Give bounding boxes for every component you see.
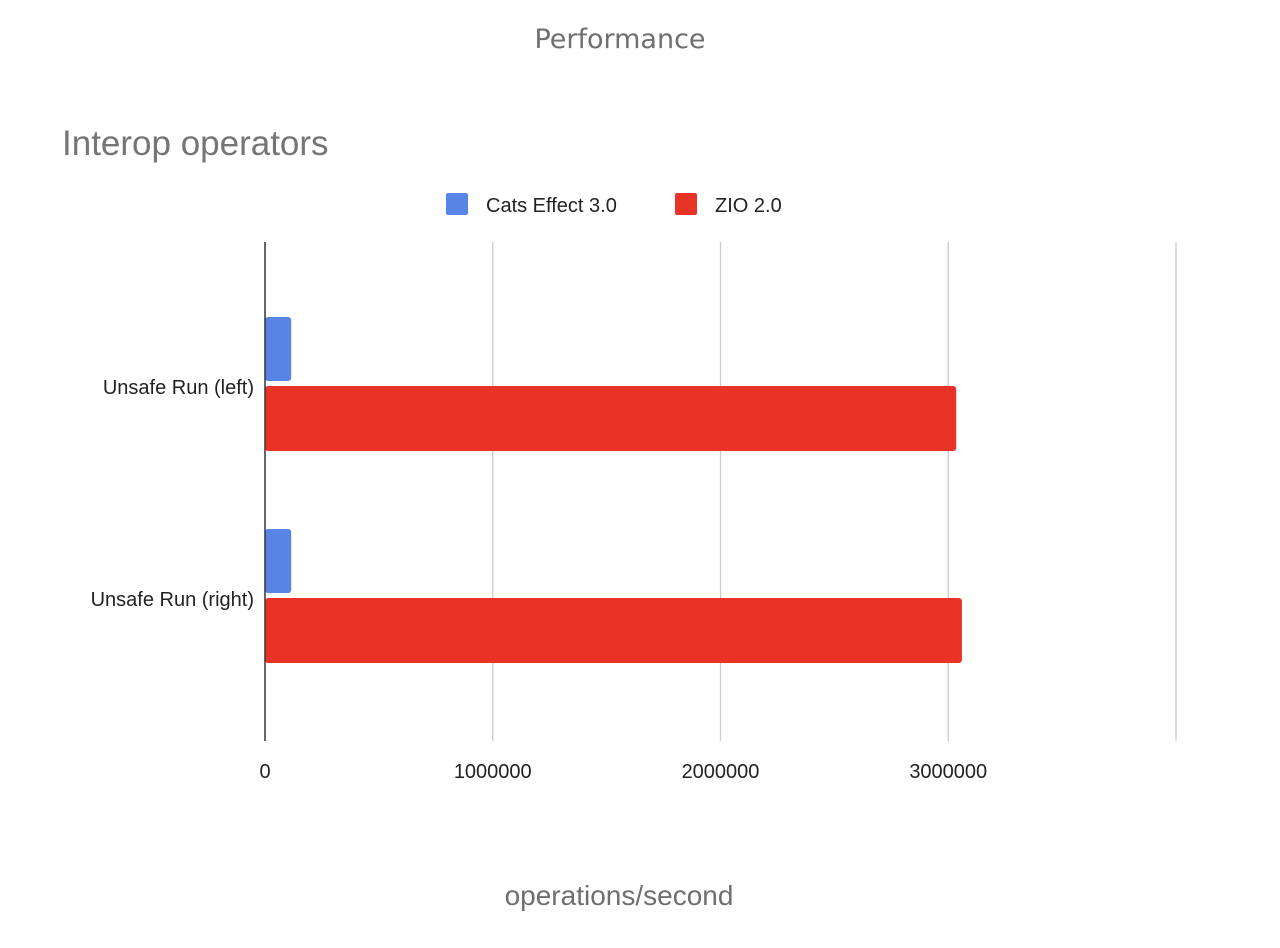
- x-axis-title: operations/second: [505, 880, 734, 911]
- x-tick-label-1: 1000000: [454, 761, 532, 783]
- bar-0-1: [265, 386, 957, 451]
- legend: Cats Effect 3.0 ZIO 2.0: [446, 193, 782, 217]
- x-axis-labels: 0 1000000 2000000 3000000: [259, 761, 987, 783]
- x-tick-label-3: 3000000: [909, 761, 987, 783]
- x-tick-label-2: 2000000: [682, 761, 760, 783]
- legend-swatch-0: [446, 193, 468, 215]
- legend-label-0: Cats Effect 3.0: [486, 195, 617, 217]
- legend-label-1: ZIO 2.0: [715, 195, 782, 217]
- bar-1-0: [265, 529, 292, 593]
- bar-0-0: [265, 317, 292, 381]
- slide-title: Performance: [534, 24, 706, 55]
- x-tick-label-0: 0: [259, 761, 270, 783]
- y-tick-label-0: Unsafe Run (left): [103, 377, 254, 399]
- y-tick-label-1: Unsafe Run (right): [91, 589, 254, 611]
- bars: [265, 317, 962, 663]
- legend-swatch-1: [675, 193, 697, 215]
- bar-1-1: [265, 598, 962, 663]
- gridlines: [492, 242, 1177, 741]
- chart-title: Interop operators: [62, 124, 329, 163]
- y-axis-labels: Unsafe Run (left) Unsafe Run (right): [91, 377, 254, 611]
